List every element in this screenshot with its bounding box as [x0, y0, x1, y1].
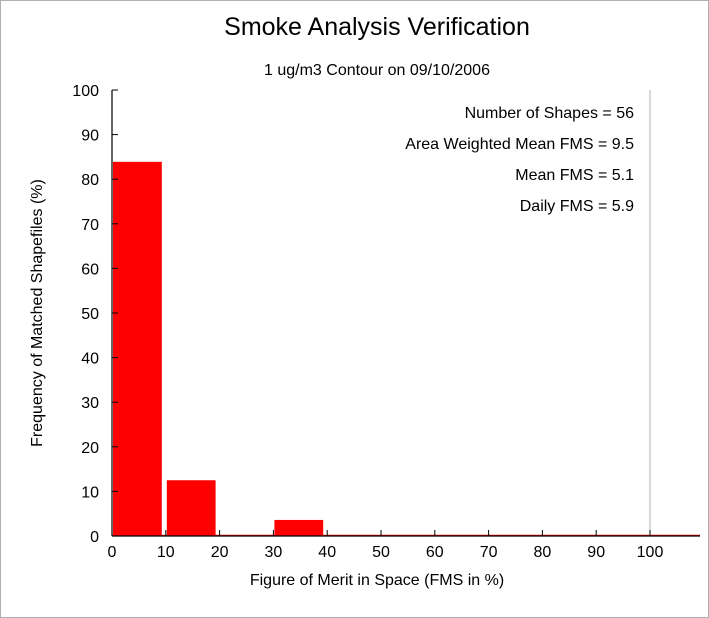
y-ticks: 0 10 20 30 40 50 60 70 80 90 100 — [72, 83, 118, 546]
x-tick-label: 80 — [534, 544, 552, 561]
stats-annotations: Number of Shapes = 56 Area Weighted Mean … — [405, 105, 634, 215]
y-tick-label: 100 — [72, 83, 99, 100]
y-axis-label: Frequency of Matched Shapefiles (%) — [29, 179, 46, 447]
x-tick-label: 70 — [480, 544, 498, 561]
x-tick-label: 40 — [318, 544, 336, 561]
stat-annotation: Area Weighted Mean FMS = 9.5 — [405, 136, 634, 153]
histogram-bar — [166, 480, 216, 536]
x-tick-label: 100 — [637, 544, 664, 561]
histogram-bar — [274, 519, 324, 536]
x-tick-label: 20 — [211, 544, 229, 561]
x-tick-label: 90 — [587, 544, 605, 561]
x-tick-label: 0 — [108, 544, 117, 561]
chart-subtitle: 1 ug/m3 Contour on 09/10/2006 — [264, 62, 490, 79]
bars-layer — [112, 161, 700, 537]
stat-annotation: Daily FMS = 5.9 — [520, 198, 634, 215]
histogram-bar — [113, 161, 162, 536]
y-tick-label: 40 — [81, 351, 99, 368]
x-tick-label: 60 — [426, 544, 444, 561]
y-tick-label: 90 — [81, 128, 99, 145]
y-tick-label: 60 — [81, 261, 99, 278]
y-tick-label: 0 — [90, 529, 99, 546]
y-tick-label: 70 — [81, 217, 99, 234]
stat-annotation: Number of Shapes = 56 — [465, 105, 635, 122]
y-tick-label: 50 — [81, 306, 99, 323]
x-tick-label: 50 — [372, 544, 390, 561]
x-tick-label: 30 — [265, 544, 283, 561]
y-tick-label: 10 — [81, 484, 99, 501]
stat-annotation: Mean FMS = 5.1 — [515, 167, 634, 184]
y-tick-label: 20 — [81, 440, 99, 457]
y-tick-label: 80 — [81, 172, 99, 189]
x-axis-label: Figure of Merit in Space (FMS in %) — [250, 572, 504, 589]
chart-title: Smoke Analysis Verification — [224, 13, 530, 41]
y-tick-label: 30 — [81, 395, 99, 412]
x-ticks: 0 10 20 30 40 50 60 70 80 90 100 — [108, 530, 664, 561]
x-tick-label: 10 — [157, 544, 175, 561]
